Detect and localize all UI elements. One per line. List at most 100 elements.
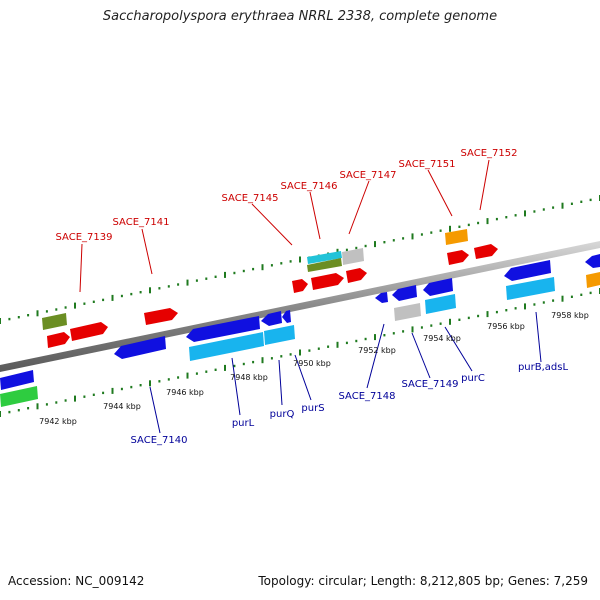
minor-tick bbox=[289, 260, 292, 263]
gene-arrow[interactable] bbox=[585, 254, 600, 268]
gene-arrow[interactable] bbox=[474, 244, 498, 259]
minor-tick bbox=[420, 233, 423, 236]
gene-arrow[interactable] bbox=[189, 332, 264, 361]
minor-tick bbox=[280, 355, 283, 358]
gene-arrow[interactable] bbox=[0, 386, 38, 407]
gene-arrow[interactable] bbox=[375, 292, 388, 303]
gene-arrow[interactable] bbox=[506, 277, 555, 300]
minor-tick bbox=[552, 206, 555, 209]
gene-label-bottom: purQ bbox=[270, 409, 295, 420]
gene-arrow[interactable] bbox=[311, 273, 344, 290]
scale-label: 7942 kbp bbox=[39, 417, 77, 426]
major-tick bbox=[411, 326, 414, 333]
minor-tick bbox=[392, 239, 395, 242]
gene-arrow[interactable] bbox=[307, 258, 342, 272]
major-tick bbox=[74, 302, 76, 309]
major-tick bbox=[561, 295, 564, 302]
gene-arrow[interactable] bbox=[447, 250, 469, 265]
gene-arrow[interactable] bbox=[264, 325, 295, 345]
minor-tick bbox=[345, 341, 348, 345]
minor-tick bbox=[139, 291, 142, 294]
gene-arrow[interactable] bbox=[261, 311, 282, 326]
scale-label: 7952 kbp bbox=[358, 346, 396, 355]
minor-tick bbox=[130, 292, 133, 296]
minor-tick bbox=[177, 283, 180, 286]
minor-tick bbox=[55, 308, 58, 311]
gene-arrow[interactable] bbox=[445, 229, 468, 245]
major-tick bbox=[36, 310, 39, 317]
minor-tick bbox=[139, 384, 142, 387]
major-tick bbox=[186, 372, 189, 379]
minor-tick bbox=[130, 385, 133, 389]
gene-label-top: SACE_7151 bbox=[399, 159, 456, 170]
gene-arrow[interactable] bbox=[42, 313, 67, 330]
gene-arrow[interactable] bbox=[342, 248, 364, 265]
minor-tick bbox=[45, 310, 48, 313]
accession-text: Accession: NC_009142 bbox=[8, 574, 145, 588]
minor-tick bbox=[242, 362, 245, 366]
scale-label: 7948 kbp bbox=[230, 373, 268, 382]
major-tick bbox=[486, 218, 489, 225]
minor-tick bbox=[402, 330, 405, 333]
gene-arrow[interactable] bbox=[114, 336, 166, 359]
scale-label: 7946 kbp bbox=[166, 388, 204, 397]
minor-tick bbox=[8, 410, 11, 414]
major-tick bbox=[449, 318, 451, 325]
gene-label-top: SACE_7139 bbox=[56, 232, 113, 243]
gene-arrow[interactable] bbox=[292, 279, 308, 293]
minor-tick bbox=[205, 277, 208, 280]
minor-tick bbox=[92, 393, 95, 396]
minor-tick bbox=[27, 407, 30, 410]
genome-summary-text: Topology: circular; Length: 8,212,805 bp… bbox=[258, 574, 588, 588]
gene-arrow[interactable] bbox=[307, 251, 342, 264]
minor-tick bbox=[514, 214, 517, 217]
scale-label: 7950 kbp bbox=[293, 359, 331, 368]
gene-arrow[interactable] bbox=[504, 260, 551, 281]
major-tick bbox=[411, 233, 414, 240]
gene-arrow[interactable] bbox=[392, 285, 417, 301]
minor-tick bbox=[430, 231, 433, 234]
major-tick bbox=[0, 318, 1, 324]
minor-tick bbox=[458, 225, 461, 228]
major-tick bbox=[224, 271, 226, 278]
scale-label: 7944 kbp bbox=[103, 402, 141, 411]
minor-tick bbox=[242, 269, 245, 273]
gene-arrow[interactable] bbox=[394, 303, 421, 321]
gene-arrow[interactable] bbox=[346, 268, 367, 283]
minor-tick bbox=[120, 387, 123, 391]
minor-tick bbox=[458, 318, 461, 321]
major-tick bbox=[261, 264, 264, 271]
minor-tick bbox=[64, 306, 67, 309]
minor-tick bbox=[589, 291, 592, 295]
minor-tick bbox=[205, 370, 208, 373]
minor-tick bbox=[102, 298, 105, 302]
genome-backbone bbox=[0, 241, 600, 372]
forward-strand-genes bbox=[42, 229, 498, 348]
gene-arrow[interactable] bbox=[425, 294, 456, 314]
gene-arrow[interactable] bbox=[423, 278, 453, 296]
minor-tick bbox=[177, 376, 180, 379]
gene-arrow[interactable] bbox=[282, 310, 291, 323]
minor-tick bbox=[364, 244, 367, 248]
minor-tick bbox=[495, 310, 498, 314]
gene-arrow[interactable] bbox=[586, 272, 600, 288]
scale-label: 7958 kbp bbox=[551, 311, 589, 320]
minor-tick bbox=[214, 275, 217, 278]
minor-tick bbox=[477, 221, 480, 225]
gene-arrow[interactable] bbox=[47, 332, 70, 348]
major-tick bbox=[299, 349, 301, 356]
major-tick bbox=[524, 210, 526, 217]
minor-tick bbox=[83, 395, 86, 398]
gene-label-top: SACE_7152 bbox=[461, 148, 518, 159]
minor-tick bbox=[17, 409, 20, 412]
gene-label-bottom: SACE_7140 bbox=[131, 435, 188, 446]
minor-tick bbox=[17, 316, 20, 319]
minor-tick bbox=[92, 300, 95, 303]
minor-tick bbox=[327, 345, 330, 348]
gene-arrow[interactable] bbox=[186, 316, 260, 342]
gene-arrow[interactable] bbox=[0, 370, 34, 390]
gene-arrow[interactable] bbox=[70, 322, 108, 341]
minor-tick bbox=[64, 399, 67, 402]
gene-arrow[interactable] bbox=[144, 308, 178, 325]
minor-tick bbox=[214, 368, 217, 371]
